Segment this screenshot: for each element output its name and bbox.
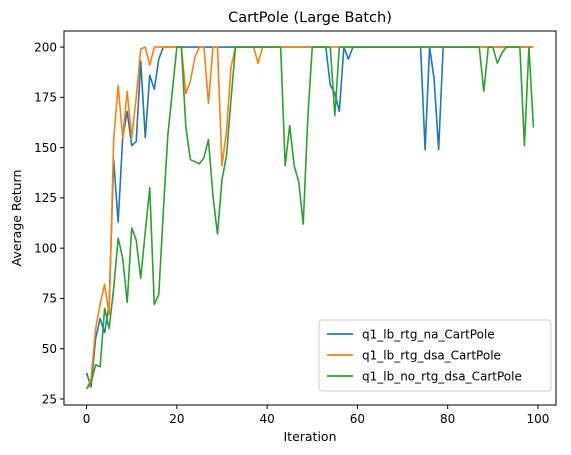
y-tick-label: 50 <box>42 342 57 356</box>
x-tick-label: 40 <box>259 412 274 426</box>
x-tick-label: 20 <box>169 412 184 426</box>
series-layer <box>85 46 535 390</box>
y-tick-label: 175 <box>34 91 57 105</box>
y-tick-label: 125 <box>34 191 57 205</box>
y-tick-label: 75 <box>42 292 57 306</box>
legend-box <box>318 319 552 392</box>
x-tick-label: 0 <box>83 412 91 426</box>
x-tick-label: 80 <box>440 412 455 426</box>
y-tick-label: 100 <box>34 241 57 255</box>
legend-label: q1_lb_rtg_na_CartPole <box>362 327 495 341</box>
y-tick-label: 200 <box>34 40 57 54</box>
series-line-3 <box>85 46 535 390</box>
legend-label: q1_lb_rtg_dsa_CartPole <box>362 348 501 362</box>
legend-label: q1_lb_no_rtg_dsa_CartPole <box>362 369 522 383</box>
x-tick-label: 100 <box>526 412 549 426</box>
plot-area <box>63 30 557 406</box>
y-tick-label: 150 <box>34 141 57 155</box>
chart-title: CartPole (Large Batch) <box>228 10 392 26</box>
y-axis-label: Average Return <box>9 170 24 267</box>
x-axis-ticks: 0 20 40 60 80 100 <box>83 405 549 426</box>
x-tick-label: 60 <box>350 412 365 426</box>
y-tick-label: 25 <box>42 392 57 406</box>
legend: q1_lb_rtg_na_CartPole q1_lb_rtg_dsa_CartP… <box>318 319 552 392</box>
x-axis-label: Iteration <box>283 429 336 444</box>
y-axis-ticks: 25 50 75 100 125 150 175 200 <box>34 40 64 406</box>
